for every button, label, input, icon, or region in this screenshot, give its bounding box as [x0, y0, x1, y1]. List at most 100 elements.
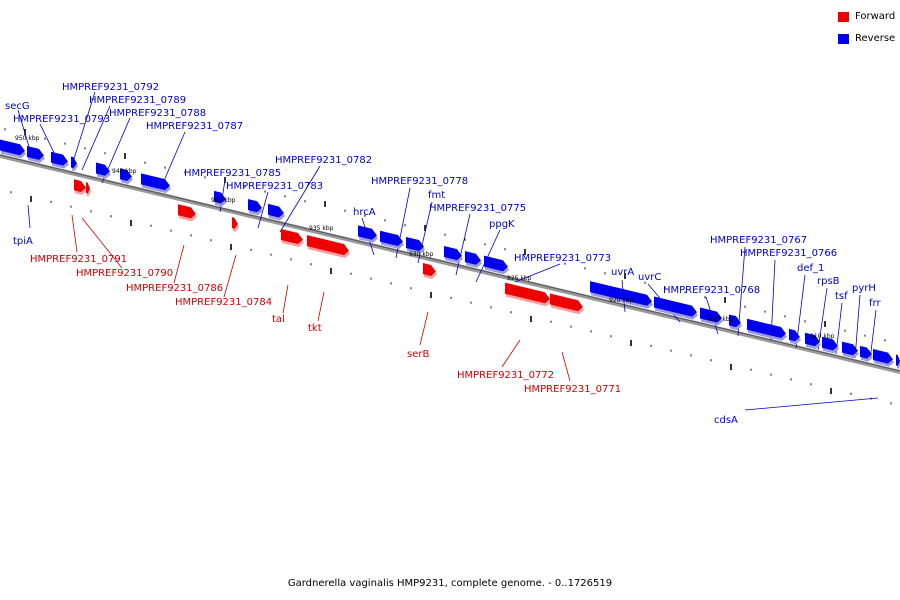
gene-label-HMPREF9231_0767[interactable]: HMPREF9231_0767 [710, 235, 807, 246]
connector-0791 [71, 214, 78, 253]
reverse-gene-arrow-13 [444, 246, 462, 261]
connector-tal [282, 284, 289, 314]
gene-label-tkt[interactable]: tkt [308, 323, 322, 334]
connector-frr [869, 309, 877, 361]
reverse-gene-arrow-21 [789, 328, 800, 342]
gene-label-tal[interactable]: tal [272, 314, 285, 325]
gene-label-uvrA[interactable]: uvrA [611, 267, 634, 278]
reverse-gene-arrow-19 [729, 314, 741, 328]
reverse-gene-arrow-15 [484, 255, 508, 272]
gene-label-rpsB[interactable]: rpsB [817, 276, 840, 287]
connector-0789 [81, 105, 111, 171]
gene-label-HMPREF9231_0766[interactable]: HMPREF9231_0766 [740, 248, 837, 259]
connector-tkt [317, 291, 325, 322]
gene-label-HMPREF9231_0782[interactable]: HMPREF9231_0782 [275, 155, 372, 166]
reverse-gene-arrow-10 [358, 225, 377, 240]
reverse-gene-arrow-3 [71, 156, 77, 169]
gene-label-HMPREF9231_0786[interactable]: HMPREF9231_0786 [126, 283, 223, 294]
gene-label-secG[interactable]: secG [5, 101, 30, 112]
forward-gene-arrow-1 [86, 182, 90, 194]
scale-label: 925 kbp [507, 275, 532, 282]
gene-label-pyrH[interactable]: pyrH [852, 283, 876, 294]
forward-gene-arrow-4 [281, 228, 303, 245]
gene-label-HMPREF9231_0778[interactable]: HMPREF9231_0778 [371, 176, 468, 187]
label-connectors [17, 91, 879, 411]
gene-label-HMPREF9231_0783[interactable]: HMPREF9231_0783 [226, 181, 323, 192]
genome-backbone [0, 154, 900, 374]
connector-0786 [173, 244, 185, 284]
gene-features [0, 139, 900, 369]
scale-label: 920 kbp [609, 297, 634, 304]
connector-0773 [514, 263, 561, 283]
reverse-gene-arrow-27 [896, 354, 900, 366]
reverse-gene-arrow-26 [873, 349, 893, 364]
forward-gene-arrow-7 [505, 282, 550, 304]
forward-gene-arrow-2 [178, 204, 196, 219]
forward-gene-labels: HMPREF9231_0791 HMPREF9231_0790 HMPREF92… [30, 254, 621, 395]
reverse-gene-arrow-25 [860, 345, 872, 359]
gene-label-hrcA[interactable]: hrcA [353, 207, 376, 218]
legend-forward-label: Forward [855, 11, 896, 22]
gene-label-HMPREF9231_0790[interactable]: HMPREF9231_0790 [76, 268, 173, 279]
connector-0775 [455, 213, 471, 276]
gene-label-HMPREF9231_0785[interactable]: HMPREF9231_0785 [184, 168, 281, 179]
gene-label-cdsA[interactable]: cdsA [714, 415, 738, 426]
connector-serB [419, 311, 429, 346]
figure-caption: Gardnerella vaginalis HMP9231, complete … [287, 578, 613, 589]
connector-0771 [561, 351, 571, 382]
connector-0792 [71, 91, 96, 166]
gene-label-frr[interactable]: frr [869, 298, 881, 309]
gene-label-tpiA[interactable]: tpiA [13, 236, 33, 247]
reverse-gene-arrow-7 [214, 190, 226, 204]
reverse-gene-arrow-24 [842, 341, 858, 356]
gene-label-tsf[interactable]: tsf [835, 291, 848, 302]
connector-tpiA [27, 204, 31, 229]
legend-forward: Forward [838, 9, 895, 24]
connector-0783 [257, 191, 269, 229]
reverse-gene-arrow-11 [380, 230, 403, 247]
gene-label-HMPREF9231_0789[interactable]: HMPREF9231_0789 [89, 95, 186, 106]
reverse-swatch [838, 33, 849, 44]
scale-label: 950 kbp [15, 135, 40, 142]
gene-label-HMPREF9231_0768[interactable]: HMPREF9231_0768 [663, 285, 760, 296]
reverse-gene-arrow-17 [654, 296, 697, 317]
connector-ppgK [475, 229, 501, 283]
forward-gene-arrow-0 [74, 179, 86, 192]
gene-label-HMPREF9231_0788[interactable]: HMPREF9231_0788 [109, 108, 206, 119]
connector-0772 [501, 339, 521, 368]
reverse-gene-arrow-14 [465, 251, 481, 265]
gene-label-HMPREF9231_0771[interactable]: HMPREF9231_0771 [524, 384, 621, 395]
reverse-gene-arrow-18 [700, 307, 722, 323]
gene-label-HMPREF9231_0792[interactable]: HMPREF9231_0792 [62, 82, 159, 93]
gene-label-HMPREF9231_0784[interactable]: HMPREF9231_0784 [175, 297, 272, 308]
legend: Forward Reverse [838, 9, 895, 53]
gene-label-ppgK[interactable]: ppgK [489, 219, 515, 230]
connector-secG [17, 109, 31, 151]
reverse-gene-arrow-4 [96, 162, 110, 176]
genome-backbone-edge [0, 154, 900, 372]
gene-label-HMPREF9231_0775[interactable]: HMPREF9231_0775 [429, 203, 526, 214]
connector-0790 [81, 217, 123, 269]
gene-label-HMPREF9231_0772[interactable]: HMPREF9231_0772 [457, 370, 554, 381]
gene-label-uvrC[interactable]: uvrC [638, 272, 661, 283]
gene-label-HMPREF9231_0793[interactable]: HMPREF9231_0793 [13, 114, 110, 125]
forward-gene-arrow-6 [423, 263, 436, 276]
reverse-gene-arrow-0 [0, 139, 25, 156]
gene-label-def_1[interactable]: def_1 [797, 263, 824, 274]
gene-label-HMPREF9231_0787[interactable]: HMPREF9231_0787 [146, 121, 243, 132]
connector-0784 [223, 254, 237, 298]
reverse-gene-arrow-2 [51, 151, 68, 166]
scale-label: 910 kbp [810, 333, 835, 340]
forward-swatch [838, 11, 849, 22]
scale-label: 945 kbp [112, 168, 137, 175]
reverse-gene-arrow-20 [747, 318, 786, 338]
gene-label-fmt[interactable]: fmt [428, 190, 445, 201]
gene-label-serB[interactable]: serB [407, 349, 429, 360]
scale-labels: 950 kbp 945 kbp 940 kbp 935 kbp 930 kbp … [15, 135, 835, 340]
connector-rpsB [817, 287, 828, 351]
reverse-gene-arrow-6 [141, 173, 170, 191]
forward-gene-arrow-3 [232, 217, 238, 229]
gene-label-HMPREF9231_0791[interactable]: HMPREF9231_0791 [30, 254, 127, 265]
gene-label-HMPREF9231_0773[interactable]: HMPREF9231_0773 [514, 253, 611, 264]
reverse-gene-arrow-1 [27, 145, 44, 160]
